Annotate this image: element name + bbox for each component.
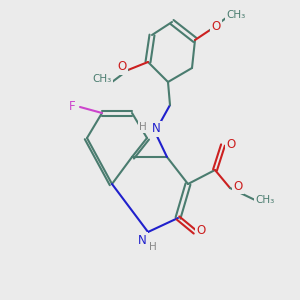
Text: O: O [226, 139, 236, 152]
Text: F: F [69, 100, 75, 113]
Text: CH₃: CH₃ [255, 195, 274, 205]
Text: O: O [117, 61, 127, 74]
Text: CH₃: CH₃ [226, 10, 246, 20]
Text: N: N [138, 233, 146, 247]
Text: CH₃: CH₃ [92, 74, 112, 84]
Text: O: O [212, 20, 220, 34]
Text: O: O [233, 179, 243, 193]
Text: N: N [152, 122, 160, 136]
Text: H: H [139, 122, 147, 132]
Text: H: H [149, 242, 157, 252]
Text: O: O [196, 224, 206, 236]
